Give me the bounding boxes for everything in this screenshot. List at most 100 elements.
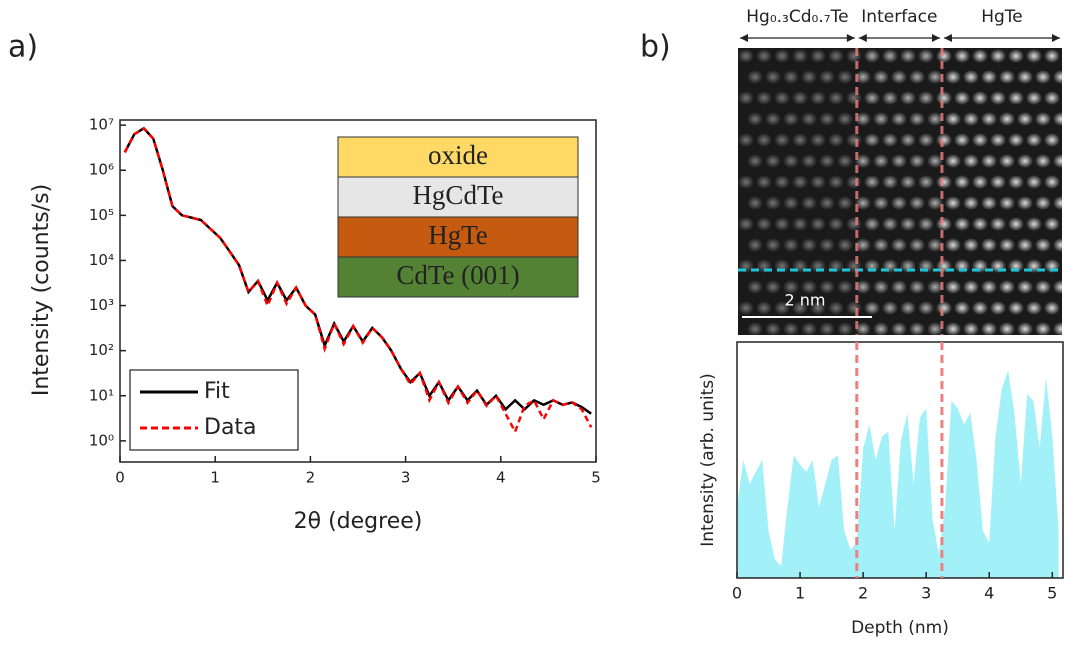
atom-column <box>1026 91 1042 105</box>
atom-column <box>747 238 763 252</box>
atom-column <box>846 175 862 189</box>
atom-column <box>900 91 916 105</box>
atom-column <box>1017 280 1033 294</box>
atom-column <box>792 49 808 63</box>
panel-label: b) <box>640 30 671 65</box>
atom-column <box>765 322 781 335</box>
atom-column <box>1026 175 1042 189</box>
atom-column <box>774 133 790 147</box>
atom-column <box>747 280 763 294</box>
atom-column <box>765 70 781 84</box>
atom-column <box>783 70 799 84</box>
atom-column <box>756 217 772 231</box>
y-tick-label: 10⁷ <box>89 116 114 134</box>
plot-frame <box>736 341 1064 579</box>
atom-column <box>1044 301 1060 315</box>
atom-column <box>837 280 853 294</box>
atom-column <box>1062 49 1068 63</box>
x-tick-label: 1 <box>795 584 805 603</box>
layer <box>337 176 579 218</box>
atom-column <box>963 112 979 126</box>
x-tick-label: 2 <box>858 584 868 603</box>
atom-column <box>981 196 997 210</box>
atom-column <box>990 301 1006 315</box>
layer <box>337 216 579 258</box>
atom-column <box>846 301 862 315</box>
atom-column <box>855 196 871 210</box>
atom-column <box>999 238 1015 252</box>
atom-column <box>972 133 988 147</box>
arrow-head <box>846 34 855 42</box>
atom-column <box>1053 112 1062 126</box>
atom-column <box>945 112 961 126</box>
atom-column <box>963 196 979 210</box>
atom-column <box>954 49 970 63</box>
atom-column <box>738 301 754 315</box>
atom-column <box>828 49 844 63</box>
atom-column <box>828 133 844 147</box>
arrow-head <box>931 34 940 42</box>
atom-column <box>1035 238 1051 252</box>
atom-column <box>810 49 826 63</box>
atom-column <box>954 91 970 105</box>
atom-column <box>1017 154 1033 168</box>
atom-column <box>756 301 772 315</box>
atom-column <box>909 70 925 84</box>
atom-column <box>999 280 1015 294</box>
atom-column <box>810 217 826 231</box>
atom-column <box>1017 238 1033 252</box>
atom-column <box>1008 91 1024 105</box>
atom-column <box>963 238 979 252</box>
layer <box>337 256 579 298</box>
atom-column <box>981 322 997 335</box>
atom-column <box>738 217 754 231</box>
atom-column <box>1008 217 1024 231</box>
atom-column <box>954 133 970 147</box>
layer <box>337 136 579 178</box>
atom-column <box>1026 49 1042 63</box>
atom-column <box>801 280 817 294</box>
atom-column <box>927 112 943 126</box>
atom-column <box>765 154 781 168</box>
atom-column <box>909 322 925 335</box>
atom-column <box>1044 175 1060 189</box>
atom-column <box>972 175 988 189</box>
atom-column <box>792 91 808 105</box>
atom-column <box>909 280 925 294</box>
x-tick-label: 2 <box>306 469 316 487</box>
x-tick-label: 5 <box>591 469 601 487</box>
atom-column <box>828 217 844 231</box>
atom-column <box>855 280 871 294</box>
atom-column <box>1008 175 1024 189</box>
atom-column <box>990 49 1006 63</box>
atom-column <box>918 217 934 231</box>
atom-column <box>1026 217 1042 231</box>
plot-frame <box>119 119 597 463</box>
atom-column <box>1035 280 1051 294</box>
atom-column <box>981 112 997 126</box>
atom-column <box>963 322 979 335</box>
atom-column <box>873 112 889 126</box>
atom-column <box>846 49 862 63</box>
atom-column <box>774 91 790 105</box>
atom-column <box>783 238 799 252</box>
atom-column <box>909 196 925 210</box>
atom-column <box>792 133 808 147</box>
x-tick-label: 4 <box>984 584 994 603</box>
atom-column <box>738 175 754 189</box>
y-tick-label: 10⁰ <box>89 431 114 449</box>
y-axis-label: Intensity (counts/s) <box>29 184 54 396</box>
atom-column <box>774 175 790 189</box>
atom-column <box>909 154 925 168</box>
atom-column <box>864 91 880 105</box>
atom-column <box>990 91 1006 105</box>
region-label: HgTe <box>981 7 1023 27</box>
atom-column <box>1062 217 1068 231</box>
x-tick-label: 0 <box>115 469 125 487</box>
atom-column <box>891 70 907 84</box>
atom-column <box>945 154 961 168</box>
atom-column <box>837 70 853 84</box>
atom-column <box>999 322 1015 335</box>
atom-column <box>792 217 808 231</box>
atom-column <box>819 112 835 126</box>
